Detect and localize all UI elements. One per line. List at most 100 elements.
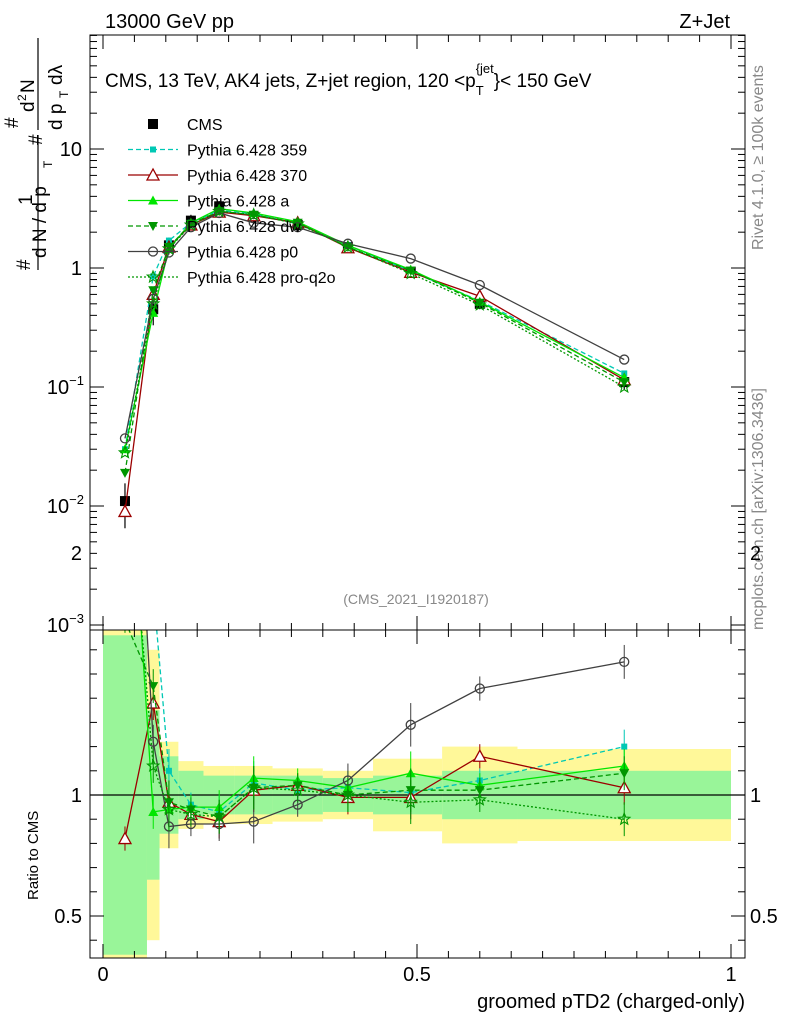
ratio-point-pq2o — [246, 780, 261, 794]
analysis-id: (CMS_2021_I1920187) — [343, 591, 489, 607]
ratio-point-pq2o — [183, 806, 199, 821]
point-p370 — [117, 504, 133, 518]
main-plot-panel: 10−3 10−2 10−1 1 10 CMS, 13 TeV, AK4 jets, Z… — [2, 34, 746, 637]
point-pdw — [474, 298, 485, 308]
point-pdw — [148, 286, 159, 296]
y-tick-label: 1 — [71, 258, 82, 280]
svg-text:1: 1 — [16, 194, 37, 205]
point-pp0 — [119, 433, 131, 444]
point-pdw — [405, 266, 416, 276]
legend-item-pa: Pythia 6.428 a — [128, 194, 289, 211]
legend-label: Pythia 6.428 359 — [187, 143, 307, 160]
x-axis-label: groomed pTD2 (charged-only) — [477, 991, 745, 1013]
point-pq2o — [117, 445, 133, 459]
ratio-line-pp0 — [146, 630, 625, 828]
rivet-label: Rivet 4.1.0, ≥ 100k events — [750, 65, 767, 250]
svg-text:#: # — [14, 259, 35, 270]
ratio-point-pq2o — [146, 758, 161, 773]
y-axis-label-main: # d N / d p T 1 # d 2 N d p T dλ # — [2, 38, 71, 270]
ratio-y-tick-label-right: 0.5 — [750, 906, 778, 928]
point-pp0 — [214, 207, 225, 219]
svg-text:N: N — [18, 79, 39, 93]
ratio-point-pq2o — [340, 787, 356, 802]
ratio-y-tick-label-right: 1 — [750, 785, 761, 807]
ratio-point-pp0 — [248, 816, 259, 827]
legend-label: Pythia 6.428 p0 — [187, 245, 298, 262]
ratio-point-p359 — [621, 743, 628, 750]
mcplots-label: mcplots.cern.ch [arXiv:1306.3436] — [750, 388, 767, 630]
ratio-point-pq2o — [403, 794, 418, 809]
energy-label: 13000 GeV pp — [105, 11, 234, 33]
ratio-point-pp0 — [120, 234, 129, 243]
svg-text:dλ: dλ — [46, 64, 67, 85]
y-tick-label: 10−2 — [47, 492, 84, 518]
point-pp0 — [405, 253, 416, 264]
ratio-line-pdw — [128, 630, 625, 818]
point-CMS — [119, 496, 130, 507]
point-pdw — [119, 468, 130, 478]
ratio-point-pp0 — [619, 656, 630, 668]
series-pa — [119, 203, 630, 454]
point-pq2o — [617, 379, 632, 394]
svg-text:2: 2 — [15, 94, 29, 101]
svg-text:d: d — [18, 101, 39, 112]
x-tick-label: 1 — [725, 964, 736, 986]
svg-text:#: # — [2, 117, 23, 128]
ratio-series-pq2o — [141, 630, 632, 837]
legend-item-pq2o: Pythia 6.428 pro-q2o — [128, 269, 336, 287]
ratio-point-p359 — [122, 405, 128, 411]
point-pq2o — [212, 203, 227, 218]
ratio-point-pq2o — [290, 782, 305, 797]
ratio-point-pp0 — [405, 719, 416, 730]
ratio-y-tick-label-right: 2 — [750, 543, 761, 565]
point-pp0 — [342, 238, 354, 249]
svg-text:T: T — [57, 90, 71, 98]
point-pq2o — [246, 207, 261, 221]
point-pp0 — [619, 354, 630, 365]
process-label: Z+Jet — [679, 11, 730, 33]
point-pq2o — [403, 265, 418, 280]
ratio-point-pq2o — [161, 802, 177, 816]
plot-title: CMS, 13 TeV, AK4 jets, Z+jet region, 120… — [105, 61, 592, 98]
ratio-point-p370 — [117, 831, 133, 845]
ratio-point-p370 — [472, 748, 487, 762]
legend-label: Pythia 6.428 dw — [187, 219, 301, 236]
ratio-point-pdw — [120, 617, 130, 626]
ratio-point-pdw — [619, 769, 630, 779]
svg-text:d N / d p: d N / d p — [30, 186, 51, 258]
legend: CMS Pythia 6.428 359 Pythia 6.428 370 Pythi… — [128, 117, 336, 287]
legend-marker-p370 — [145, 167, 161, 181]
legend-marker-CMS — [148, 119, 158, 129]
legend-label: CMS — [187, 117, 223, 134]
legend-item-CMS: CMS — [148, 117, 223, 134]
legend-label: Pythia 6.428 370 — [187, 168, 307, 185]
ratio-y-tick-label: 0.5 — [54, 906, 82, 928]
ratio-point-pp0 — [474, 683, 485, 694]
legend-label: Pythia 6.428 a — [187, 194, 289, 211]
ratio-point-p359 — [165, 767, 172, 774]
point-pq2o — [183, 217, 199, 231]
x-tick-label: 0 — [97, 964, 108, 986]
y-tick-label: 10−1 — [47, 373, 84, 399]
point-pp0 — [474, 279, 485, 291]
legend-label: Pythia 6.428 pro-q2o — [187, 270, 336, 287]
legend-item-p359: Pythia 6.428 359 — [128, 143, 307, 160]
ratio-point-pq2o — [472, 792, 487, 806]
point-pp0 — [185, 222, 197, 233]
legend-marker-pq2o — [145, 269, 161, 284]
ratio-point-pq2o — [212, 809, 227, 823]
legend-item-p370: Pythia 6.428 370 — [128, 167, 307, 185]
ratio-point-pp0 — [148, 736, 159, 747]
svg-text:#: # — [26, 134, 47, 145]
legend-item-pdw: Pythia 6.428 dw — [128, 219, 301, 236]
ratio-point-pa — [120, 379, 130, 388]
series-line-pq2o — [124, 210, 625, 453]
ratio-y-tick-label: 1 — [71, 785, 82, 807]
svg-text:T: T — [41, 160, 55, 168]
point-pq2o — [146, 296, 161, 310]
point-pq2o — [472, 297, 487, 311]
svg-text:d p: d p — [46, 104, 67, 130]
point-pdw — [619, 378, 630, 388]
ratio-point-p359 — [150, 586, 156, 592]
